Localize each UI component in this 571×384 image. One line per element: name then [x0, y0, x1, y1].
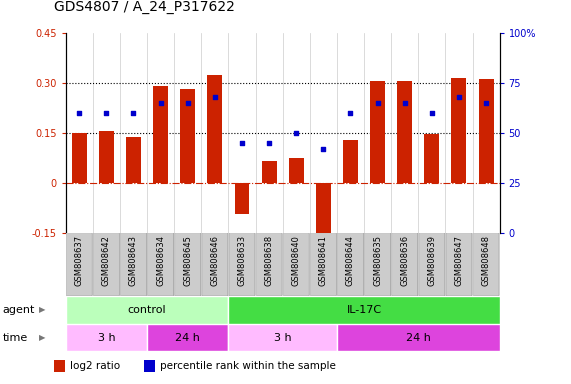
- FancyBboxPatch shape: [473, 233, 499, 296]
- Text: GSM808640: GSM808640: [292, 235, 301, 286]
- Text: control: control: [128, 305, 166, 315]
- Bar: [235, 183, 250, 214]
- Text: agent: agent: [2, 305, 35, 315]
- Text: IL-17C: IL-17C: [347, 305, 381, 315]
- Bar: [153, 86, 168, 183]
- Point: [481, 100, 490, 106]
- Text: time: time: [2, 333, 27, 343]
- Bar: [289, 158, 304, 183]
- Text: GSM808645: GSM808645: [183, 235, 192, 286]
- FancyBboxPatch shape: [337, 233, 364, 296]
- Text: GDS4807 / A_24_P317622: GDS4807 / A_24_P317622: [54, 0, 235, 14]
- Text: GSM808635: GSM808635: [373, 235, 382, 286]
- Bar: [337, 324, 500, 351]
- Text: 3 h: 3 h: [98, 333, 115, 343]
- Text: percentile rank within the sample: percentile rank within the sample: [160, 361, 336, 371]
- FancyBboxPatch shape: [120, 233, 147, 296]
- Point: [102, 110, 111, 116]
- Bar: [316, 183, 331, 234]
- FancyBboxPatch shape: [229, 233, 255, 296]
- FancyBboxPatch shape: [283, 233, 309, 296]
- Point: [292, 130, 301, 136]
- FancyBboxPatch shape: [310, 233, 336, 296]
- Bar: [126, 137, 141, 183]
- Point: [319, 146, 328, 152]
- Point: [455, 94, 464, 100]
- Bar: [66, 324, 147, 351]
- FancyBboxPatch shape: [392, 233, 418, 296]
- Point: [183, 100, 192, 106]
- Text: GSM808646: GSM808646: [210, 235, 219, 286]
- Text: ▶: ▶: [39, 333, 45, 342]
- Point: [75, 110, 84, 116]
- Bar: [228, 296, 500, 324]
- FancyBboxPatch shape: [256, 233, 282, 296]
- FancyBboxPatch shape: [93, 233, 119, 296]
- FancyBboxPatch shape: [446, 233, 472, 296]
- Text: GSM808638: GSM808638: [264, 235, 274, 286]
- Point: [156, 100, 165, 106]
- Text: GSM808636: GSM808636: [400, 235, 409, 286]
- Bar: [147, 324, 228, 351]
- Point: [400, 100, 409, 106]
- Bar: [72, 133, 87, 183]
- Point: [264, 140, 274, 146]
- Text: 3 h: 3 h: [274, 333, 291, 343]
- Text: log2 ratio: log2 ratio: [70, 361, 120, 371]
- FancyBboxPatch shape: [419, 233, 445, 296]
- Text: 24 h: 24 h: [175, 333, 200, 343]
- Text: GSM808643: GSM808643: [129, 235, 138, 286]
- FancyBboxPatch shape: [147, 233, 174, 296]
- Bar: [180, 89, 195, 183]
- Text: GSM808648: GSM808648: [481, 235, 490, 286]
- FancyBboxPatch shape: [66, 233, 93, 296]
- FancyBboxPatch shape: [364, 233, 391, 296]
- Text: GSM808633: GSM808633: [238, 235, 247, 286]
- Bar: [478, 79, 493, 183]
- Bar: [207, 74, 222, 183]
- Bar: [144, 360, 155, 372]
- Bar: [452, 78, 467, 183]
- Text: GSM808644: GSM808644: [346, 235, 355, 286]
- Point: [210, 94, 219, 100]
- Bar: [343, 139, 358, 183]
- Text: ▶: ▶: [39, 305, 45, 314]
- Bar: [99, 131, 114, 183]
- Bar: [370, 81, 385, 183]
- Text: GSM808637: GSM808637: [75, 235, 84, 286]
- FancyBboxPatch shape: [175, 233, 201, 296]
- Text: 24 h: 24 h: [406, 333, 431, 343]
- Point: [129, 110, 138, 116]
- Text: GSM808641: GSM808641: [319, 235, 328, 286]
- Point: [427, 110, 436, 116]
- Text: GSM808634: GSM808634: [156, 235, 165, 286]
- Bar: [397, 81, 412, 183]
- Point: [373, 100, 382, 106]
- Point: [346, 110, 355, 116]
- Text: GSM808639: GSM808639: [427, 235, 436, 286]
- FancyBboxPatch shape: [202, 233, 228, 296]
- Bar: [262, 161, 276, 183]
- Bar: [66, 296, 228, 324]
- Bar: [228, 324, 337, 351]
- Point: [238, 140, 247, 146]
- Bar: [54, 360, 65, 372]
- Text: GSM808642: GSM808642: [102, 235, 111, 286]
- Text: GSM808647: GSM808647: [455, 235, 464, 286]
- Bar: [424, 134, 439, 183]
